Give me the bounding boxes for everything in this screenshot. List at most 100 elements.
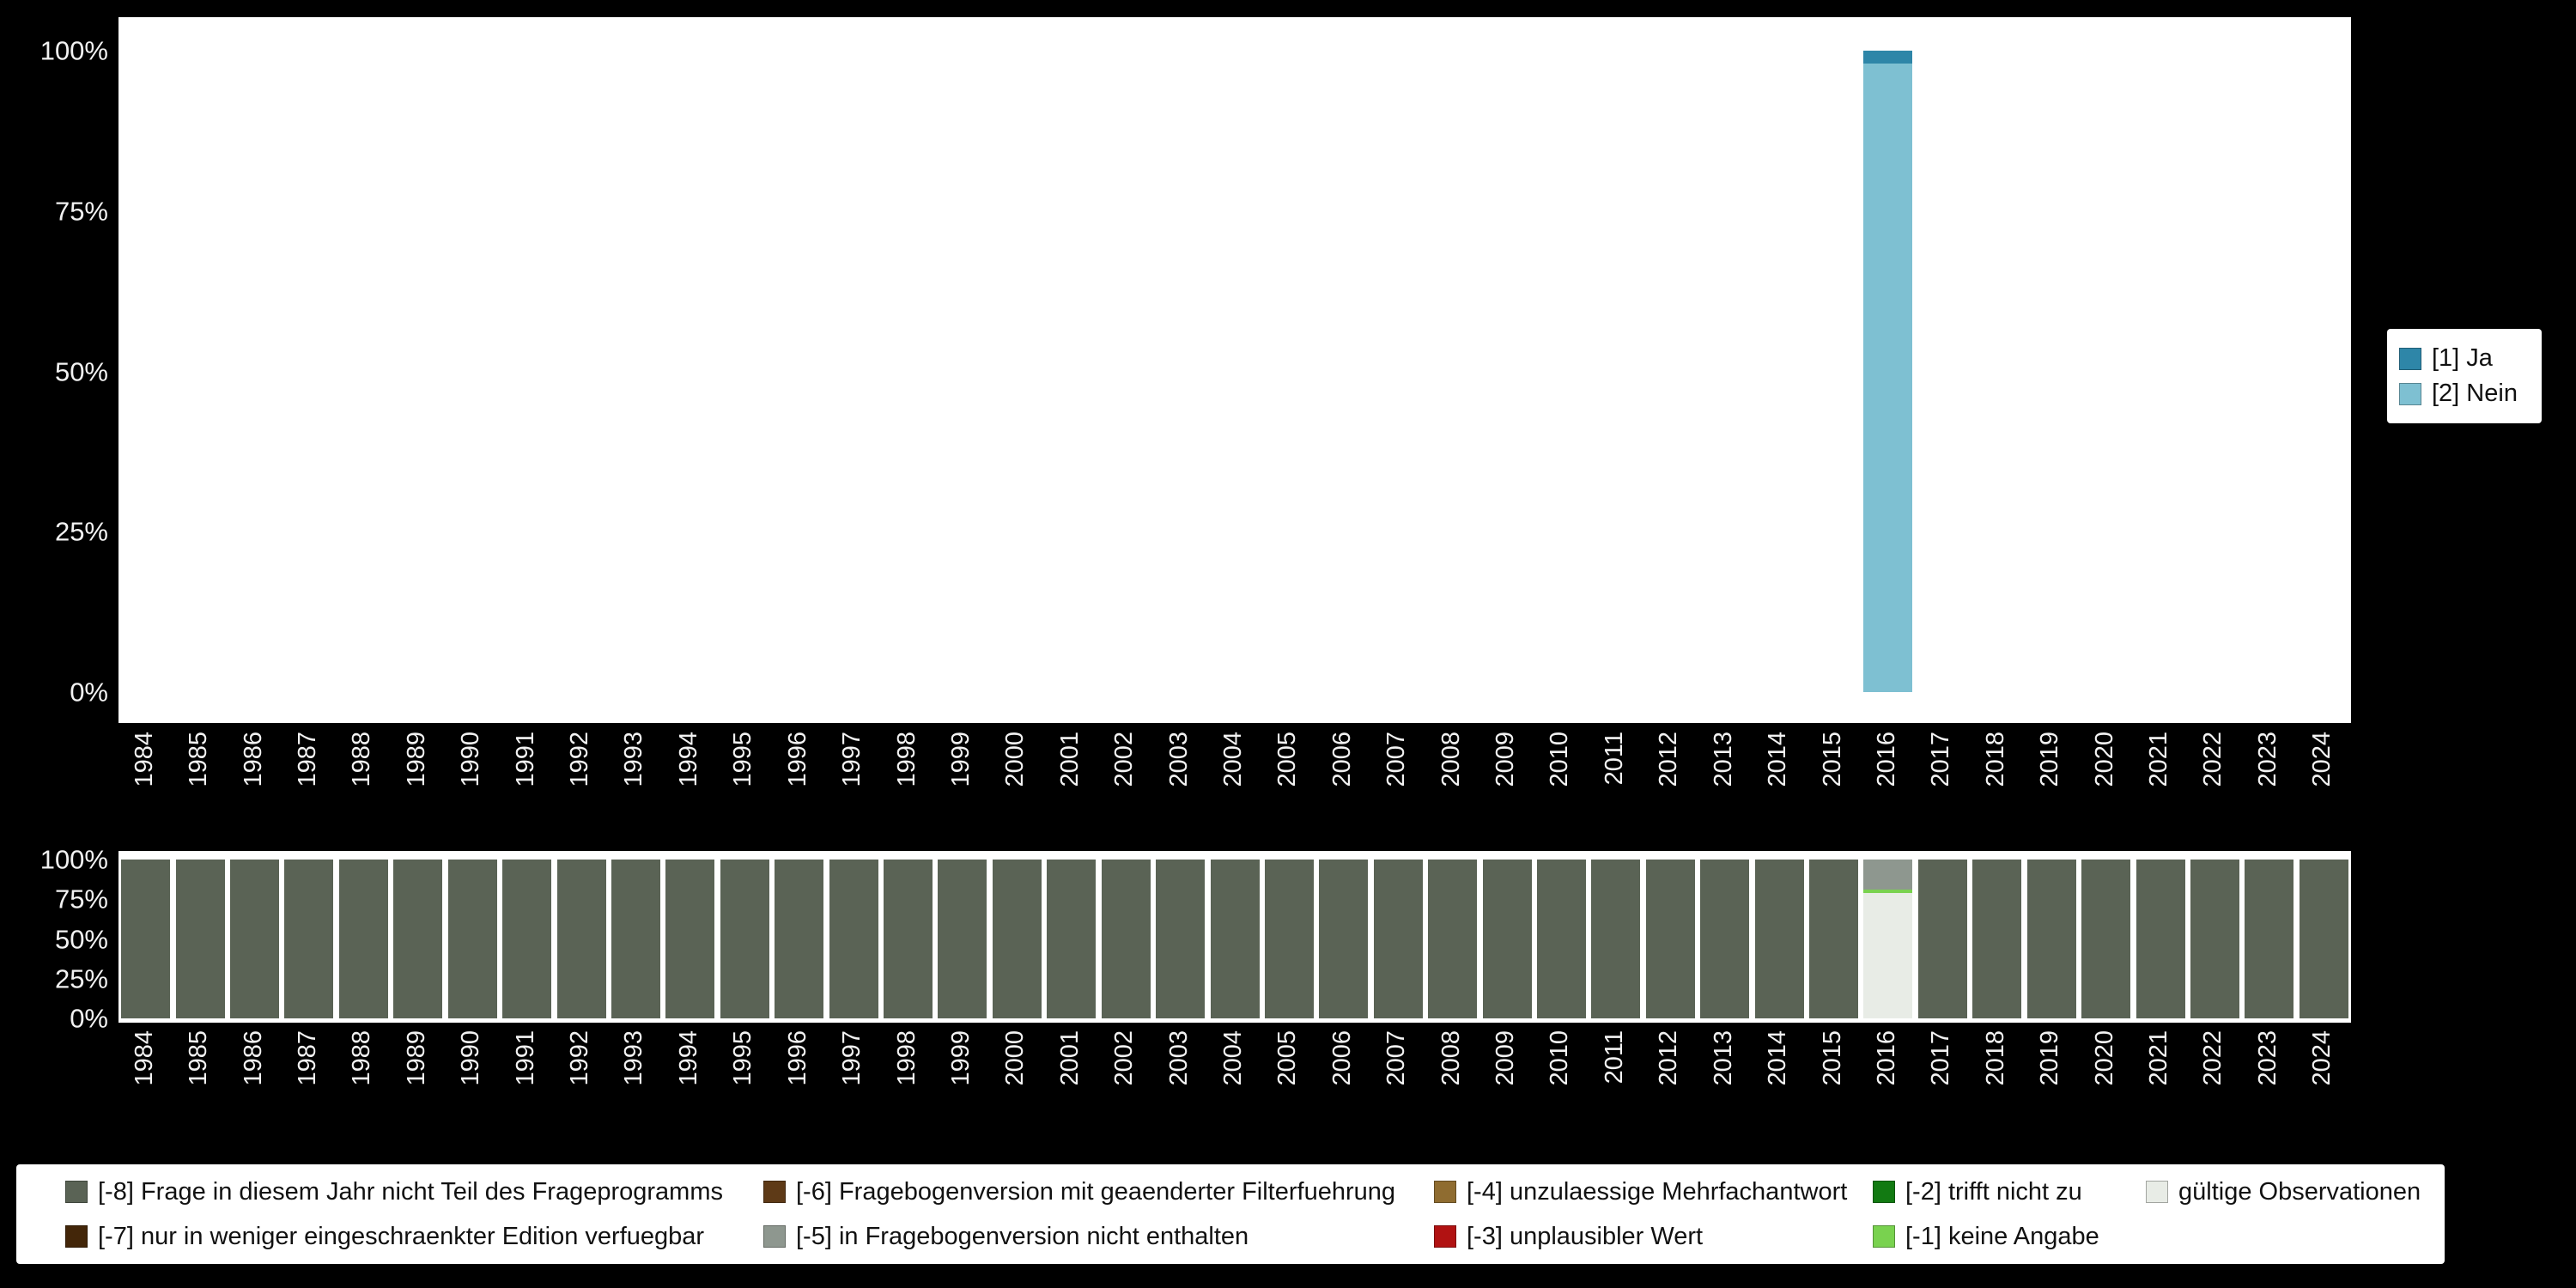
legend-swatch-icon — [2146, 1181, 2168, 1203]
bar-segment — [1972, 860, 2022, 1018]
x-tick-label: 1992 — [566, 732, 594, 787]
x-tick-label: 1987 — [293, 1030, 321, 1086]
bar-segment — [1863, 892, 1913, 1018]
x-tick-label: 1989 — [402, 732, 430, 787]
x-tick-label: 1986 — [239, 732, 267, 787]
bar-segment — [1917, 860, 1967, 1018]
bar-segment — [1809, 860, 1859, 1018]
legend-label: [1] Ja — [2432, 344, 2493, 372]
x-tick-label: 2015 — [1818, 1030, 1846, 1086]
x-tick-label: 2001 — [1055, 732, 1084, 787]
x-tick-label: 1994 — [674, 1030, 702, 1086]
legend-item: [-1] keine Angabe — [1873, 1223, 2146, 1251]
x-tick-label: 2012 — [1655, 732, 1683, 787]
x-tick-label: 2003 — [1164, 1030, 1193, 1086]
x-tick-label: 2004 — [1219, 1030, 1247, 1086]
x-tick-label: 2023 — [2253, 1030, 2281, 1086]
bar-segment — [1210, 860, 1260, 1018]
legend-label: [-7] nur in weniger eingeschraenkter Edi… — [98, 1222, 705, 1250]
x-tick-label: 2018 — [1981, 1030, 2009, 1086]
x-tick-label: 1997 — [838, 732, 866, 787]
x-tick-label: 2004 — [1219, 732, 1247, 787]
bar-segment — [2026, 860, 2076, 1018]
legend-swatch-icon — [1873, 1225, 1895, 1248]
x-tick-label: 2017 — [1927, 732, 1955, 787]
x-tick-label: 2024 — [2308, 1030, 2336, 1086]
x-tick-label: 1984 — [130, 1030, 158, 1086]
x-tick-label: 1986 — [239, 1030, 267, 1086]
x-tick-label: 1996 — [783, 732, 811, 787]
bar-segment — [611, 860, 660, 1018]
x-tick-label: 1993 — [620, 732, 648, 787]
legend-item: [2] Nein — [2399, 380, 2530, 408]
top-chart-plot — [118, 17, 2351, 723]
x-tick-label: 2019 — [2036, 1030, 2064, 1086]
bar-segment — [1645, 860, 1695, 1018]
bar-segment — [2136, 860, 2185, 1018]
legend-item: gültige Observationen — [2146, 1178, 2445, 1206]
x-tick-label: 1994 — [674, 732, 702, 787]
bar-segment — [2190, 860, 2239, 1018]
bar-segment — [338, 860, 388, 1018]
bar-segment — [1863, 63, 1913, 692]
x-tick-label: 1993 — [620, 1030, 648, 1086]
x-tick-label: 2015 — [1818, 732, 1846, 787]
x-tick-label: 2008 — [1437, 732, 1465, 787]
x-tick-label: 2005 — [1273, 1030, 1302, 1086]
bar-segment — [938, 860, 987, 1018]
bar-segment — [284, 860, 334, 1018]
answer-categories-legend: [1] Ja [2] Nein — [2387, 329, 2542, 423]
legend-item: [-8] Frage in diesem Jahr nicht Teil des… — [65, 1178, 763, 1206]
x-tick-label: 2022 — [2199, 732, 2227, 787]
bar-segment — [502, 860, 552, 1018]
bar-segment — [992, 860, 1042, 1018]
bar-segment — [447, 860, 497, 1018]
bar-segment — [1863, 890, 1913, 893]
y-tick-label: 100% — [39, 844, 108, 875]
x-tick-label: 2000 — [1001, 1030, 1030, 1086]
x-tick-label: 2006 — [1327, 732, 1356, 787]
x-tick-label: 1995 — [729, 1030, 757, 1086]
x-tick-label: 1990 — [457, 1030, 485, 1086]
legend-item: [1] Ja — [2399, 344, 2530, 373]
x-tick-label: 1988 — [348, 732, 376, 787]
legend-label: [-8] Frage in diesem Jahr nicht Teil des… — [98, 1177, 723, 1206]
bar-segment — [556, 860, 606, 1018]
x-tick-label: 1999 — [946, 732, 975, 787]
x-tick-label: 2011 — [1600, 1030, 1628, 1084]
legend-label: [-1] keine Angabe — [1905, 1222, 2099, 1250]
x-tick-label: 1985 — [185, 1030, 213, 1086]
x-tick-label: 2020 — [2090, 1030, 2118, 1086]
bar-segment — [1700, 860, 1750, 1018]
x-tick-label: 1991 — [511, 1030, 539, 1086]
x-tick-label: 2010 — [1546, 1030, 1574, 1086]
legend-label: [2] Nein — [2432, 380, 2518, 407]
bar-segment — [2081, 860, 2131, 1018]
x-tick-label: 2011 — [1600, 732, 1628, 786]
bar-segment — [1047, 860, 1097, 1018]
bar-segment — [1754, 860, 1804, 1018]
x-tick-label: 1998 — [892, 1030, 920, 1086]
x-tick-label: 2009 — [1492, 732, 1520, 787]
legend-label: gültige Observationen — [2178, 1177, 2421, 1206]
x-tick-label: 1997 — [838, 1030, 866, 1086]
x-tick-label: 2016 — [1872, 732, 1900, 787]
bar-segment — [1101, 860, 1151, 1018]
y-tick-label: 50% — [54, 924, 108, 954]
bar-segment — [393, 860, 443, 1018]
bar-segment — [1591, 860, 1641, 1018]
legend-swatch-icon — [2399, 382, 2421, 405]
x-tick-label: 2013 — [1709, 1030, 1737, 1086]
y-tick-label: 75% — [54, 884, 108, 914]
y-tick-label: 75% — [54, 196, 108, 227]
legend-label: [-2] trifft nicht zu — [1905, 1177, 2082, 1206]
x-tick-label: 2002 — [1110, 732, 1139, 787]
legend-item: [-5] in Fragebogenversion nicht enthalte… — [763, 1223, 1434, 1251]
legend-swatch-icon — [763, 1225, 786, 1248]
legend-swatch-icon — [65, 1225, 88, 1248]
bar-segment — [720, 860, 769, 1018]
x-tick-label: 1999 — [946, 1030, 975, 1086]
bar-segment — [829, 860, 878, 1018]
y-tick-label: 25% — [54, 516, 108, 547]
x-tick-label: 2019 — [2036, 732, 2064, 787]
